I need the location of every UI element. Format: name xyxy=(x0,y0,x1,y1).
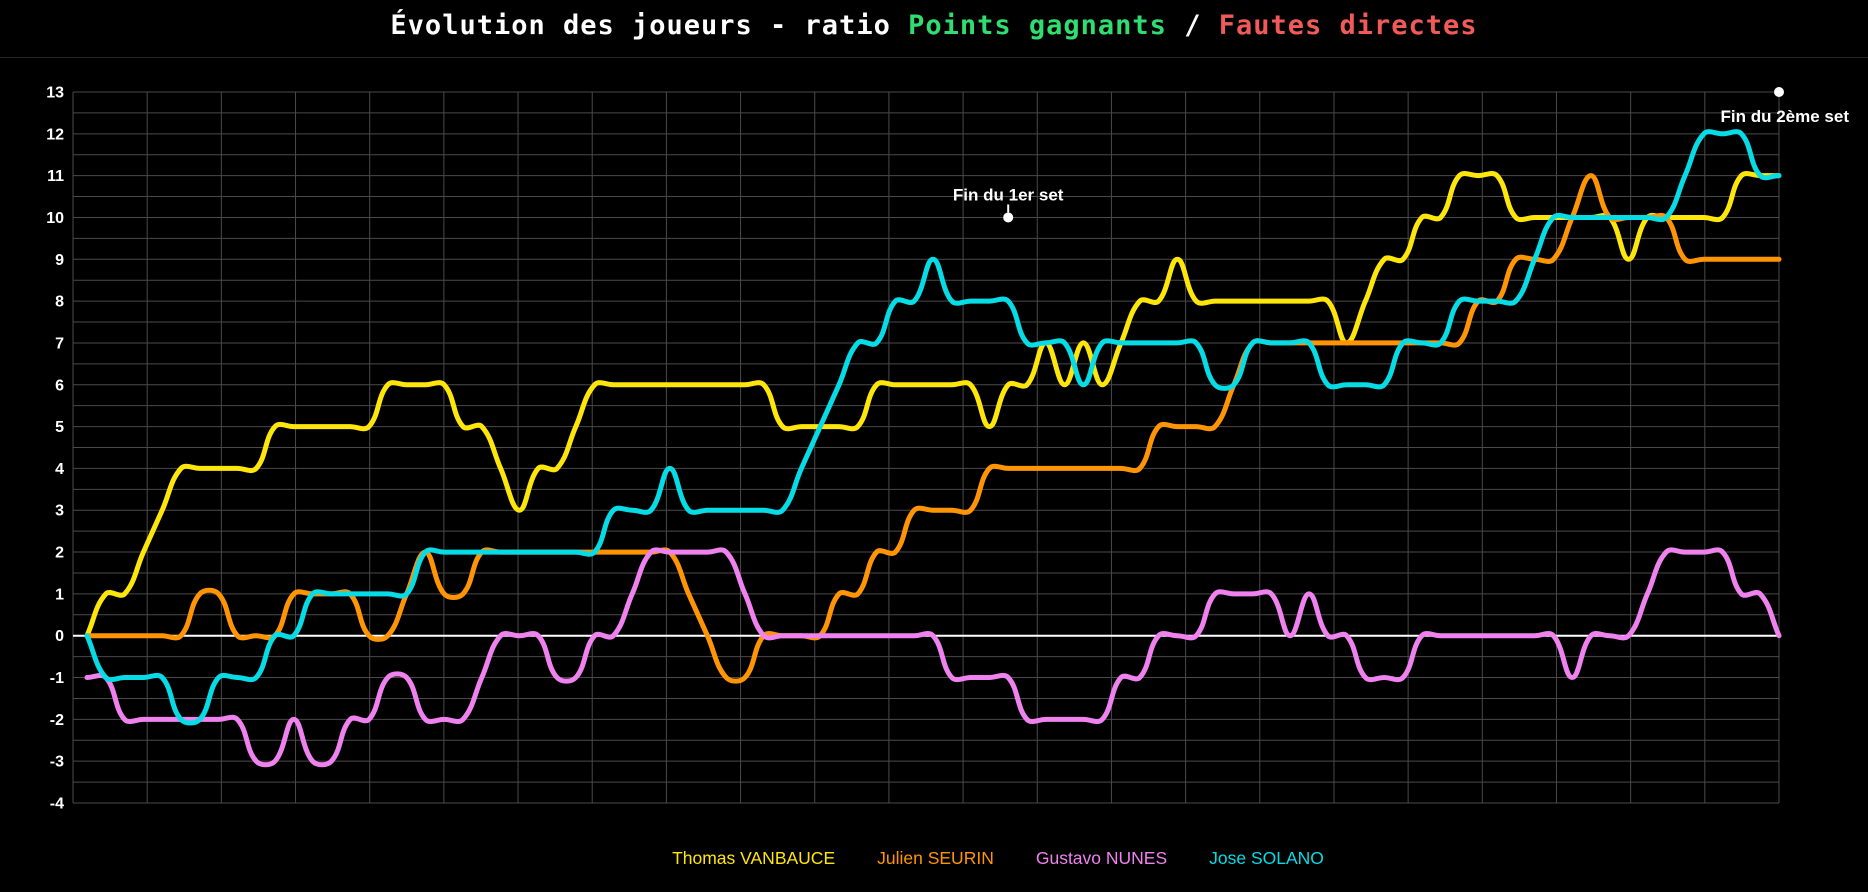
y-axis-tick-label: 11 xyxy=(47,168,64,185)
legend-item-julien-seurin[interactable]: Julien SEURIN xyxy=(877,848,994,868)
chart-legend: Thomas VANBAUCE Julien SEURIN Gustavo NUNE… xyxy=(64,848,1868,869)
y-axis-tick-label: 1 xyxy=(55,586,64,603)
y-axis-tick-label: -2 xyxy=(50,712,64,729)
legend-item-thomas-vanbauce[interactable]: Thomas VANBAUCE xyxy=(672,848,836,868)
y-axis-tick-label: 8 xyxy=(55,294,64,311)
y-axis-tick-label: -4 xyxy=(50,796,64,813)
annotation-fin-du-2-me-set: Fin du 2ème set xyxy=(1721,87,1850,126)
title-prefix: Évolution des joueurs - ratio xyxy=(390,10,909,41)
y-axis-tick-label: 9 xyxy=(55,252,64,269)
set-end-label: Fin du 1er set xyxy=(953,185,1064,204)
title-divider xyxy=(0,57,1868,58)
legend-item-gustavo-nunes[interactable]: Gustavo NUNES xyxy=(1035,848,1168,868)
set-end-label: Fin du 2ème set xyxy=(1721,107,1850,126)
legend-item-jose-solano[interactable]: Jose SOLANO xyxy=(1209,848,1324,868)
series-line-thomas-vanbauce[interactable] xyxy=(84,170,1782,639)
y-axis-tick-label: -1 xyxy=(50,670,64,687)
series-line-gustavo-nunes[interactable] xyxy=(84,547,1782,768)
y-axis-tick-label: -3 xyxy=(50,754,64,771)
y-axis-tick-label: 6 xyxy=(55,377,64,394)
y-axis-tick-label: 13 xyxy=(46,85,64,102)
y-axis-tick-label: 12 xyxy=(46,126,64,143)
set-end-marker xyxy=(1774,87,1784,97)
y-axis-tick-label: 4 xyxy=(55,461,64,478)
annotation-fin-du-1er-set: Fin du 1er set xyxy=(953,185,1064,223)
y-axis-tick-label: 7 xyxy=(55,335,64,352)
y-axis-tick-label: 0 xyxy=(55,628,64,645)
title-highlight-faults: Fautes directes xyxy=(1218,10,1478,41)
series-line-jose-solano[interactable] xyxy=(84,129,1782,726)
y-axis-tick-label: 10 xyxy=(46,210,64,227)
y-axis-tick-label: 2 xyxy=(55,545,64,562)
gridlines xyxy=(72,91,1780,804)
y-axis-tick-label: 3 xyxy=(55,503,64,520)
title-highlight-winners: Points gagnants xyxy=(908,10,1167,41)
y-axis-tick-label: 5 xyxy=(55,419,64,436)
chart-title: Évolution des joueurs - ratio Points gag… xyxy=(0,10,1868,41)
set-end-marker xyxy=(1003,212,1014,223)
title-separator: / xyxy=(1166,10,1219,41)
